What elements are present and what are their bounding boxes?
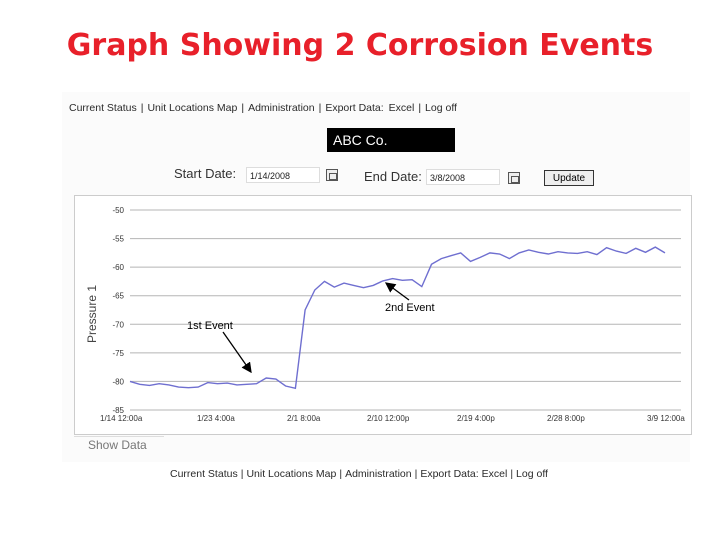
y-tick-label: -65: [112, 292, 124, 301]
y-axis-label: Pressure 1: [85, 285, 99, 343]
log-off-link[interactable]: Log off: [425, 102, 457, 114]
nav-separator: |: [418, 102, 422, 114]
annotation-1st-event: 1st Event: [187, 320, 233, 332]
x-tick-label: 1/23 4:00a: [197, 414, 235, 423]
export-excel-link[interactable]: Excel: [481, 468, 508, 480]
x-tick-label: 2/1 8:00a: [287, 414, 321, 423]
calendar-icon[interactable]: [508, 172, 520, 184]
pressure-chart: -50 -55 -60 -65 -70 -75 -80 -85 1/14 12:00a 1/23…: [74, 195, 692, 435]
x-tick-label: 1/14 12:00a: [100, 414, 143, 423]
update-button[interactable]: Update: [544, 170, 594, 186]
nav-current-status[interactable]: Current Status: [69, 102, 137, 114]
x-tick-label: 2/28 8:00p: [547, 414, 585, 423]
export-data-label: Export Data:: [325, 102, 384, 114]
top-nav: Current Status | Unit Locations Map | Admini…: [68, 102, 458, 114]
bottom-nav: Current Status | Unit Locations Map | Admini…: [170, 468, 548, 480]
nav-unit-locations-map[interactable]: Unit Locations Map: [246, 468, 337, 480]
y-tick-label: -80: [112, 377, 124, 386]
divider: [74, 436, 164, 437]
nav-separator: |: [318, 102, 322, 114]
pressure-series-line: [129, 246, 666, 390]
export-data-label: Export Data:: [420, 468, 479, 480]
event-1-arrow: [222, 331, 252, 374]
x-tick-label: 2/19 4:00p: [457, 414, 495, 423]
log-off-link[interactable]: Log off: [516, 468, 548, 480]
nav-current-status[interactable]: Current Status: [170, 468, 238, 480]
y-tick-label: -70: [112, 320, 124, 329]
chart-svg: -50 -55 -60 -65 -70 -75 -80 -85 1/14 12:00a 1/23…: [85, 206, 685, 423]
start-date-input[interactable]: 1/14/2008: [246, 167, 320, 183]
end-date-input[interactable]: 3/8/2008: [426, 169, 500, 185]
y-tick-label: -50: [112, 206, 124, 215]
end-date-label: End Date:: [364, 169, 422, 184]
nav-separator: |: [240, 468, 244, 480]
nav-separator: |: [241, 102, 245, 114]
app-screenshot: Current Status | Unit Locations Map | Admini…: [62, 92, 692, 462]
y-tick-label: -55: [112, 235, 124, 244]
nav-separator: |: [140, 102, 144, 114]
slide-title: Graph Showing 2 Corrosion Events: [66, 28, 654, 63]
y-tick-label: -60: [112, 263, 124, 272]
nav-separator: |: [339, 468, 343, 480]
export-excel-link[interactable]: Excel: [388, 102, 415, 114]
nav-administration[interactable]: Administration: [248, 102, 315, 114]
y-tick-label: -85: [112, 406, 124, 415]
calendar-icon[interactable]: [326, 169, 338, 181]
y-tick-label: -75: [112, 349, 124, 358]
annotation-2nd-event: 2nd Event: [385, 302, 435, 314]
nav-separator: |: [414, 468, 418, 480]
start-date-label: Start Date:: [174, 166, 237, 181]
event-2-arrow: [384, 282, 410, 301]
company-name: ABC Co.: [327, 128, 455, 152]
nav-separator: |: [510, 468, 514, 480]
x-tick-label: 2/10 12:00p: [367, 414, 410, 423]
nav-administration[interactable]: Administration: [345, 468, 412, 480]
x-tick-label: 3/9 12:00a: [647, 414, 685, 423]
show-data-link[interactable]: Show Data: [88, 438, 147, 452]
nav-unit-locations-map[interactable]: Unit Locations Map: [147, 102, 238, 114]
